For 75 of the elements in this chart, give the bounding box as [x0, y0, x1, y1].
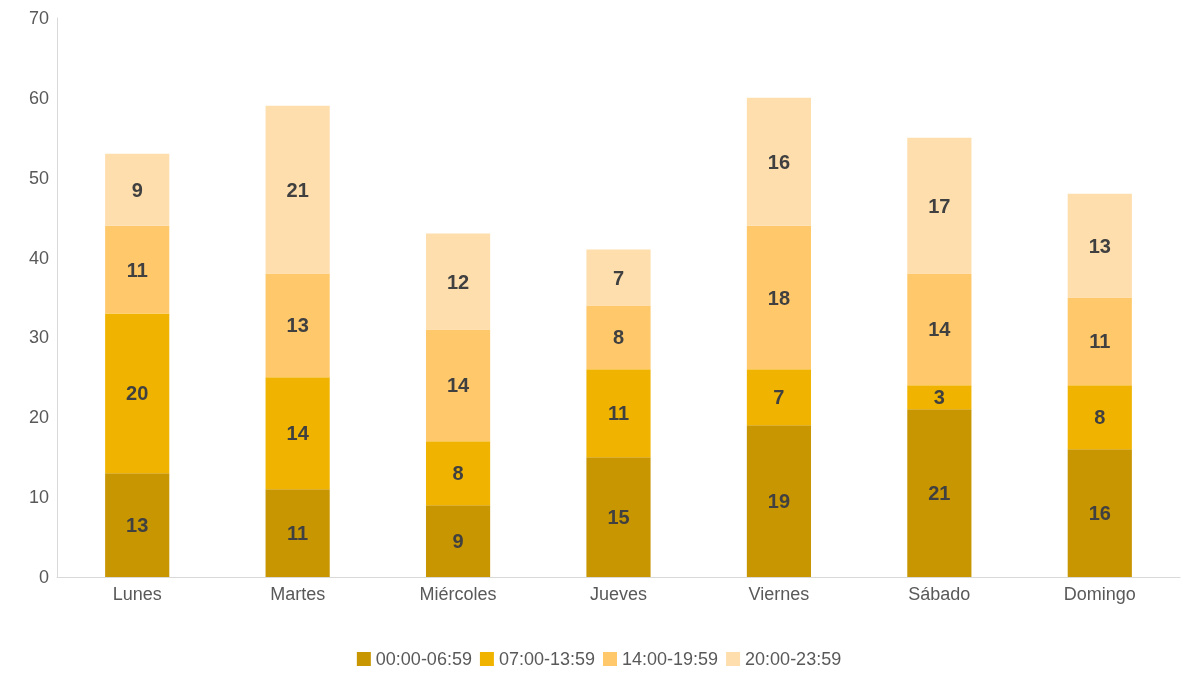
- data-label: 21: [928, 482, 951, 505]
- data-label: 11: [126, 258, 148, 281]
- bar: [425, 233, 491, 330]
- data-label: 8: [612, 326, 625, 349]
- bar: [907, 385, 972, 410]
- data-label: 8: [452, 462, 464, 485]
- data-label: 3: [933, 386, 945, 409]
- legend-label: 07:00-13:59: [498, 649, 596, 669]
- data-label: 17: [928, 194, 951, 217]
- x-tick-label: Miércoles: [419, 584, 497, 604]
- bar: [586, 457, 651, 577]
- data-label: 7: [612, 266, 625, 289]
- y-tick-label: 40: [28, 247, 49, 268]
- bar: [105, 473, 170, 577]
- bar: [586, 249, 651, 306]
- x-tick-label: Domingo: [1063, 584, 1136, 604]
- data-label: 16: [1088, 502, 1111, 525]
- x-tick-label: Jueves: [589, 584, 648, 604]
- bar: [746, 225, 812, 370]
- bar: [907, 409, 972, 577]
- data-label: 8: [1094, 406, 1106, 429]
- y-tick-label: 60: [28, 87, 49, 108]
- bar: [105, 225, 170, 314]
- bar: [1067, 297, 1132, 386]
- data-label: 14: [928, 318, 952, 341]
- data-label: 11: [1089, 330, 1111, 353]
- data-label: 15: [607, 506, 630, 529]
- data-label: 7: [773, 386, 785, 409]
- data-label: 13: [126, 514, 149, 537]
- data-label: 18: [767, 286, 791, 309]
- data-label: 13: [1088, 234, 1111, 257]
- y-tick-label: 70: [28, 8, 49, 28]
- data-label: 20: [126, 382, 149, 405]
- bar: [105, 153, 170, 226]
- data-label: 13: [286, 314, 309, 337]
- data-label: 9: [131, 178, 143, 201]
- y-tick-label: 30: [28, 327, 49, 348]
- bar: [907, 137, 972, 274]
- data-label: 14: [286, 422, 310, 445]
- data-label: 9: [452, 530, 464, 553]
- x-tick-label: Lunes: [112, 584, 162, 604]
- y-tick-label: 20: [28, 407, 49, 428]
- bar: [265, 273, 330, 378]
- legend-label: 00:00-06:59: [375, 649, 472, 669]
- x-tick-label: Viernes: [748, 584, 810, 604]
- bar: [1067, 449, 1132, 577]
- bar: [105, 313, 170, 474]
- bar: [746, 369, 812, 426]
- data-label: 11: [607, 402, 630, 425]
- data-label: 16: [767, 150, 791, 173]
- bar: [746, 425, 812, 577]
- y-tick-label: 50: [28, 167, 49, 188]
- x-tick-label: Sábado: [908, 584, 971, 604]
- bar: [586, 305, 651, 370]
- bar: [265, 377, 330, 490]
- bar: [907, 273, 972, 386]
- bar: [265, 489, 330, 577]
- bar: [586, 369, 651, 458]
- data-label: 11: [287, 522, 309, 545]
- bar: [746, 97, 812, 226]
- legend-label: 20:00-23:59: [745, 649, 842, 669]
- y-tick-label: 0: [38, 567, 49, 587]
- bar: [425, 441, 491, 506]
- bar: [1067, 193, 1132, 298]
- bar: [265, 105, 330, 274]
- x-tick-label: Martes: [270, 584, 326, 604]
- data-label: 12: [446, 270, 470, 293]
- y-tick-label: 10: [28, 487, 49, 508]
- legend-label: 14:00-19:59: [622, 649, 719, 669]
- data-label: 14: [446, 374, 471, 397]
- bar: [425, 505, 491, 577]
- bar: [1067, 385, 1132, 450]
- data-label: 19: [767, 490, 791, 513]
- bar: [425, 329, 491, 442]
- data-label: 21: [286, 178, 309, 201]
